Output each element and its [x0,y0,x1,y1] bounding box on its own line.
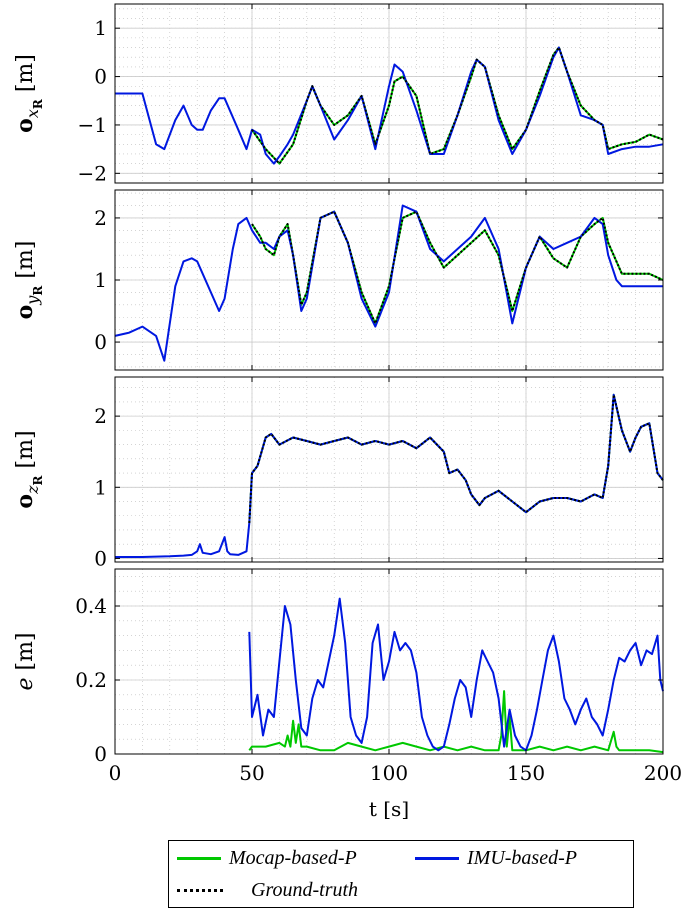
y-tick-label: 0 [94,546,107,570]
y-tick-label: 2 [94,206,107,230]
x-axis-label: t [s] [369,797,409,821]
series-line-imu-based-p [115,46,664,165]
y-tick-label: −2 [78,161,107,185]
y-tick-label: 2 [94,404,107,428]
subplot-3: 0 1 2 ozR [m] [12,376,664,570]
legend: Mocap-based-P IMU-based-P Ground-truth [168,840,634,908]
legend-item-imu: IMU-based-P [415,847,577,870]
y-tick-label: 0 [94,330,107,354]
y-tick-label: 1 [94,268,107,292]
x-tick-label: 150 [507,761,545,785]
x-tick-label: 50 [239,761,264,785]
series-line-imu-based-p [248,597,664,752]
legend-item-ground-truth: Ground-truth [177,879,358,902]
series-line-mocap-based-p [248,690,664,754]
y-axis-label: ozR [m] [12,430,45,508]
legend-label-mocap: Mocap-based-P [229,847,357,869]
legend-swatch-imu [415,857,459,860]
series-line-ground-truth [251,210,664,325]
y-tick-label: 1 [94,475,107,499]
y-axis-label: e [m] [13,632,38,690]
x-tick-label: 0 [109,761,122,785]
y-tick-label: −1 [78,113,107,137]
series-line-imu-based-p [114,204,663,362]
series-line-mocap-based-p [251,210,664,325]
series-line-mocap-based-p [251,46,664,165]
y-tick-label: 0.4 [75,594,107,618]
y-tick-label: 0 [94,65,107,89]
y-tick-label: 0 [94,742,107,766]
subplot-2: 0 1 2 oyR [m] [12,189,664,371]
x-tick-label: 200 [644,761,682,785]
legend-swatch-ground-truth [177,889,223,892]
y-axis-label: oxR [m] [12,54,45,133]
x-tick-label: 100 [370,761,408,785]
series-line-ground-truth [251,46,664,165]
y-tick-label: 0.2 [75,668,107,692]
legend-swatch-mocap [177,857,221,860]
legend-label-ground-truth: Ground-truth [251,879,359,901]
legend-item-mocap: Mocap-based-P [177,847,357,870]
y-axis-label: oyR [m] [12,241,45,320]
legend-label-imu: IMU-based-P [467,847,577,869]
series-line-ground-truth [248,393,664,523]
subplot-4: 0 0.2 0.4 0 50 100 150 200 t [s] e [m] [13,568,682,821]
subplot-1: −2 −1 0 1 oxR [m] [12,3,664,185]
y-tick-label: 1 [94,16,107,40]
